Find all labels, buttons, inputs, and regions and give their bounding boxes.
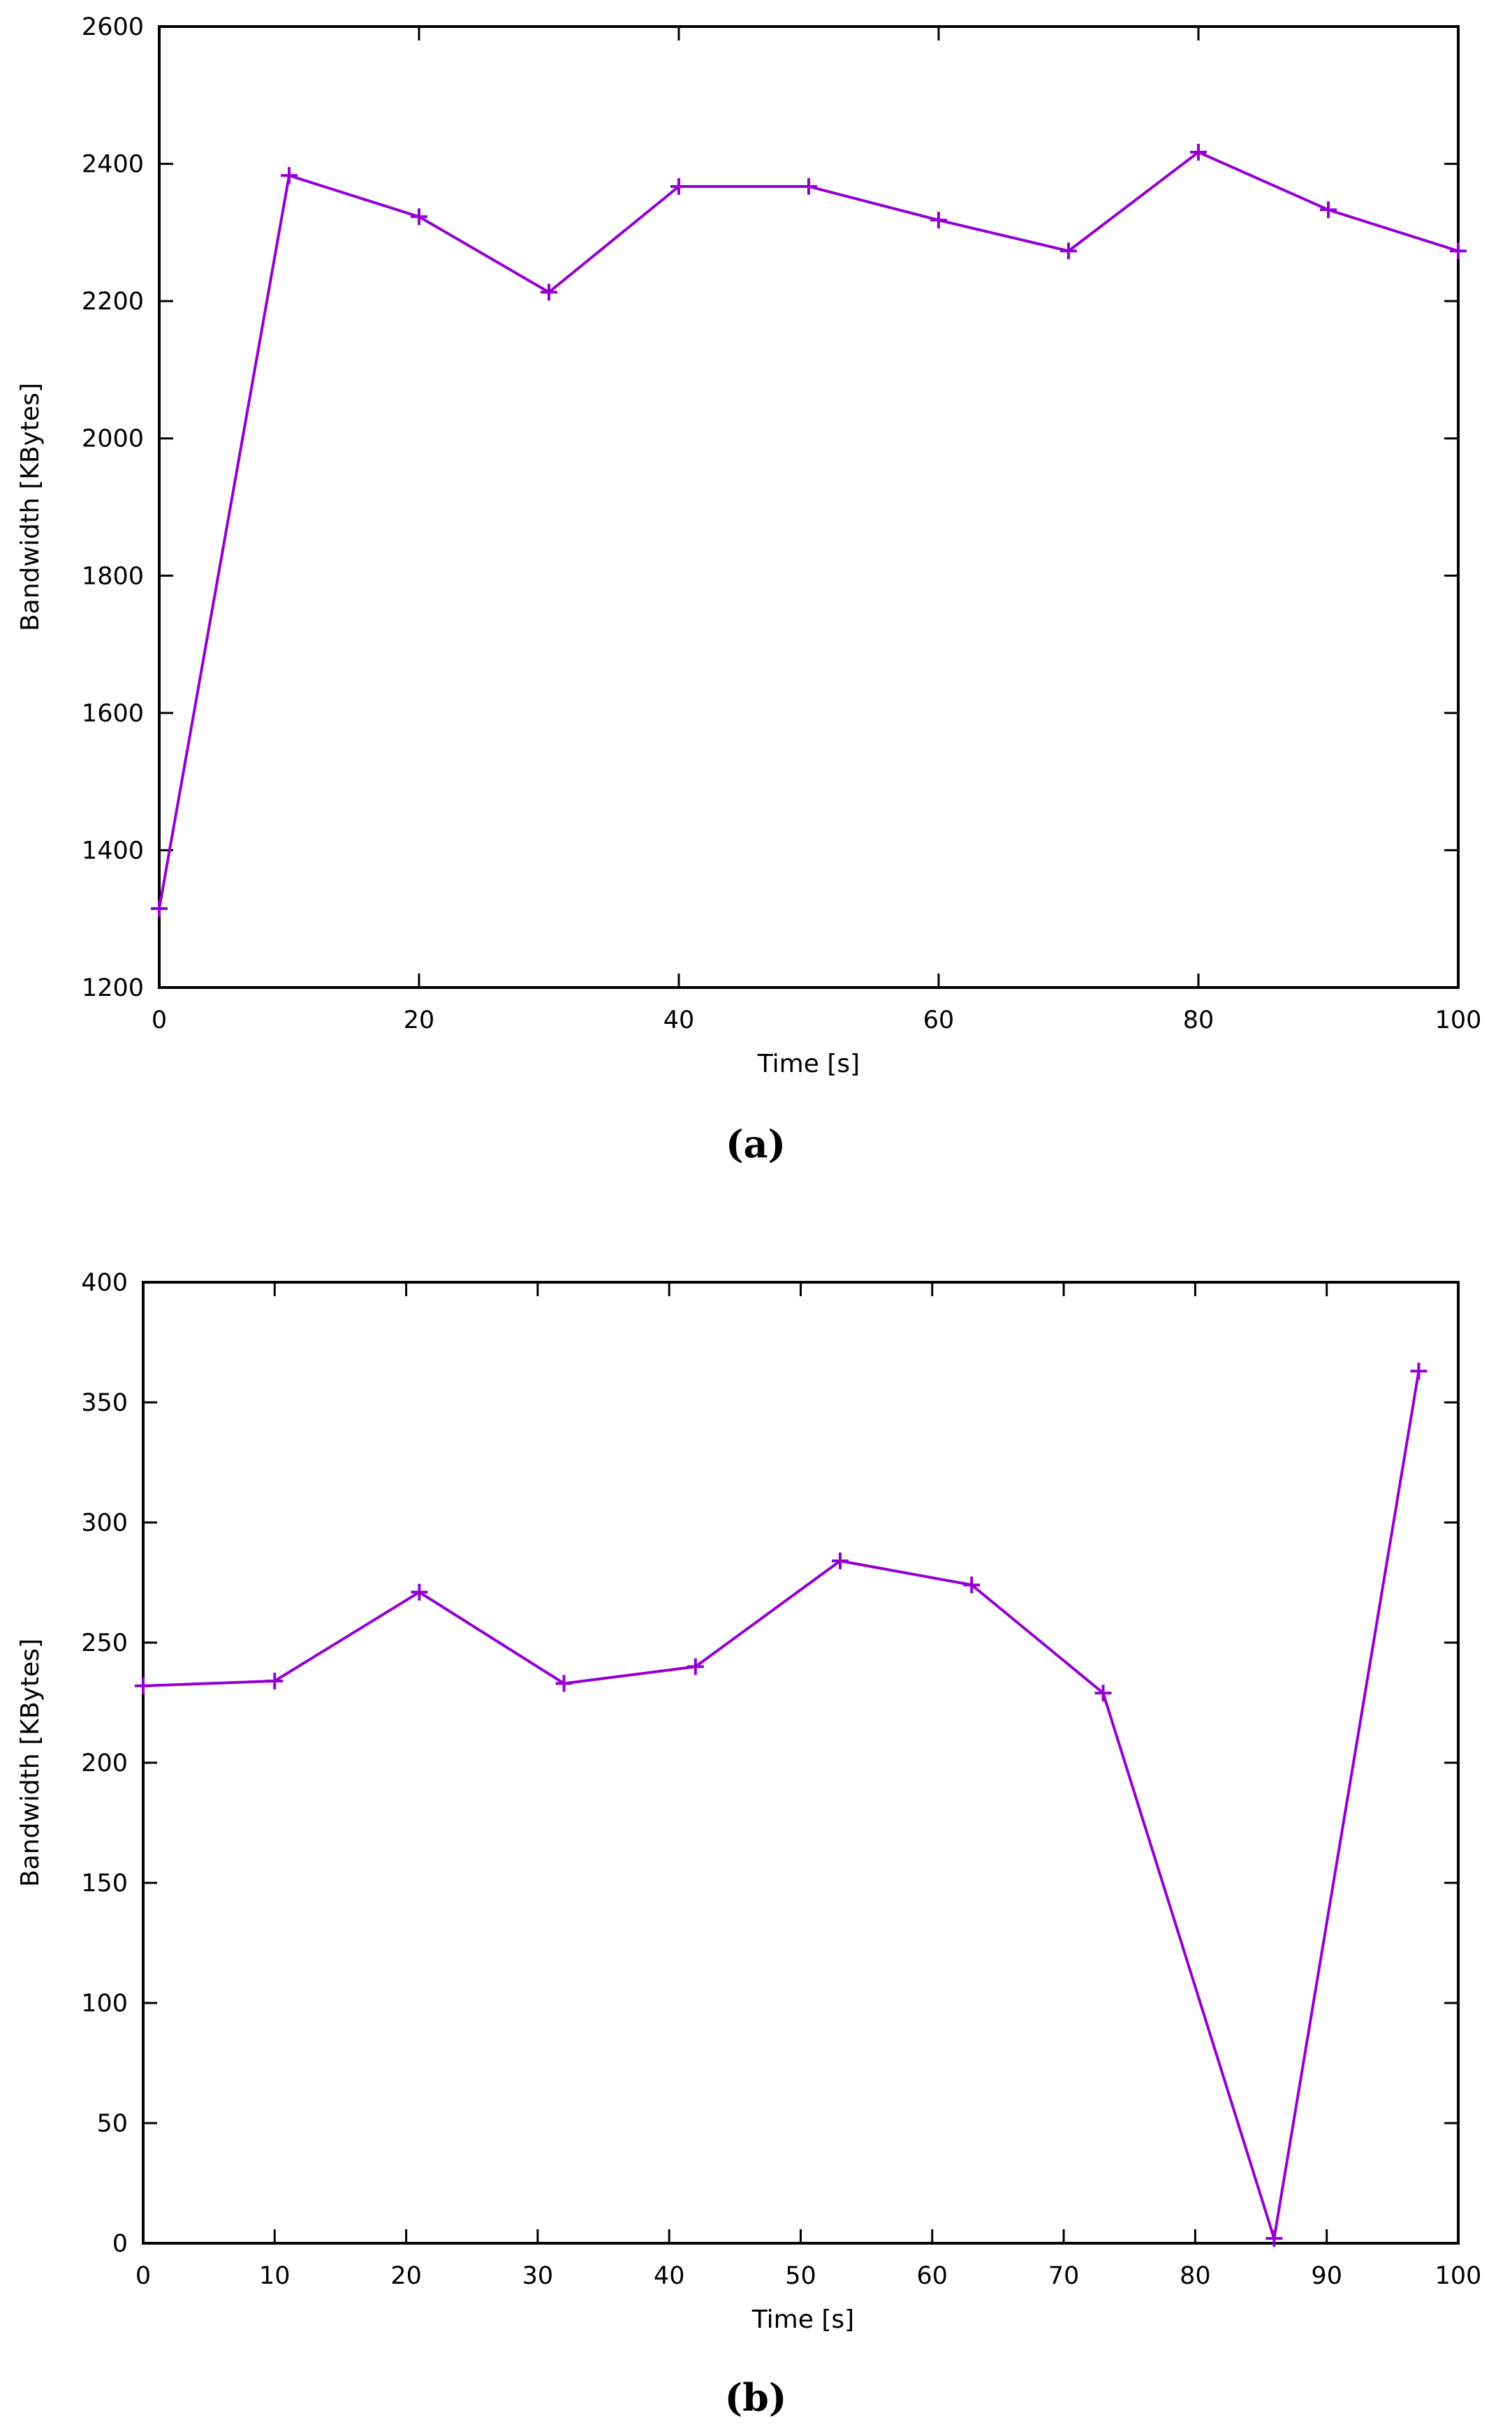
y-tick-label: 400 [81, 1269, 128, 1297]
x-tick-label: 80 [1183, 1006, 1214, 1034]
caption-b: (b) [725, 2375, 787, 2420]
plot-frame-a [158, 25, 1460, 989]
data-point [1320, 201, 1337, 219]
data-point [687, 1658, 704, 1675]
y-tick-label: 100 [81, 1990, 128, 2018]
x-tick-label: 20 [390, 2262, 422, 2290]
data-point [1265, 2230, 1283, 2247]
y-tick-label: 250 [81, 1629, 128, 1657]
x-tick-label: 60 [923, 1006, 955, 1034]
data-point [1094, 1685, 1112, 1702]
plot-frame-b [142, 1281, 1460, 2245]
data-point [555, 1675, 573, 1692]
chart-a: 1200 1400 1600 1800 2000 2200 2400 2600 0 20 40 60… [16, 13, 1481, 1166]
data-point [411, 208, 427, 226]
x-tick-label: 80 [1180, 2262, 1211, 2290]
y-tick-label: 1600 [82, 700, 144, 728]
series-markers-b [135, 1363, 1427, 2247]
x-tick-label: 0 [152, 1006, 167, 1034]
y-tick-label: 300 [81, 1509, 128, 1537]
data-point [831, 1553, 849, 1570]
data-point [1190, 143, 1207, 161]
y-axis-a: 1200 1400 1600 1800 2000 2200 2400 2600 [82, 13, 1458, 1002]
y-tick-label: 0 [112, 2230, 128, 2258]
x-tick-label: 40 [663, 1006, 695, 1034]
y-tick-label: 150 [81, 1870, 128, 1898]
x-axis-label-a: Time [s] [757, 1050, 860, 1078]
data-point [1060, 242, 1077, 260]
x-axis-b: 0 10 20 30 40 50 60 70 80 90 100 [135, 1282, 1482, 2290]
y-tick-label: 1400 [82, 837, 144, 865]
data-point [411, 1583, 428, 1601]
series-markers-a [151, 143, 1467, 917]
x-tick-label: 10 [259, 2262, 291, 2290]
data-point [151, 900, 168, 917]
y-axis-label-b: Bandwidth [KBytes] [16, 1638, 45, 1887]
series-line-a [158, 150, 1459, 909]
x-tick-label: 0 [135, 2262, 151, 2290]
data-point [963, 1576, 981, 1594]
data-point [266, 1673, 284, 1690]
x-tick-label: 50 [785, 2262, 816, 2290]
data-point [135, 1677, 152, 1694]
y-tick-label: 200 [81, 1749, 128, 1777]
x-axis-label-b: Time [s] [751, 2305, 854, 2334]
data-point [1450, 242, 1467, 260]
y-tick-label: 2000 [82, 425, 144, 453]
data-point [800, 178, 817, 196]
y-tick-label: 2600 [82, 13, 144, 41]
x-tick-label: 90 [1311, 2262, 1342, 2290]
y-tick-label: 2200 [82, 288, 144, 316]
series-line-b [142, 1370, 1421, 2239]
x-tick-label: 100 [1435, 1006, 1482, 1034]
x-axis-a: 0 20 40 60 80 100 [152, 27, 1482, 1034]
y-tick-label: 1800 [82, 562, 144, 590]
y-axis-b: 0 50 100 150 200 250 300 350 400 [81, 1269, 1458, 2258]
x-tick-label: 30 [522, 2262, 554, 2290]
y-tick-label: 50 [96, 2110, 128, 2138]
data-point [1410, 1363, 1427, 1380]
x-tick-label: 100 [1435, 2262, 1482, 2290]
data-point [930, 212, 947, 229]
data-point [541, 284, 557, 301]
y-tick-label: 2400 [82, 151, 144, 179]
x-tick-label: 40 [654, 2262, 685, 2290]
x-tick-label: 60 [917, 2262, 948, 2290]
data-point [281, 167, 298, 184]
x-tick-label: 70 [1048, 2262, 1080, 2290]
x-tick-label: 20 [404, 1006, 435, 1034]
y-tick-label: 350 [81, 1389, 128, 1417]
y-axis-label-a: Bandwidth [KBytes] [16, 383, 45, 631]
caption-a: (a) [726, 1122, 786, 1166]
data-point [670, 178, 687, 196]
y-tick-label: 1200 [82, 974, 144, 1002]
chart-b: 0 50 100 150 200 250 300 350 400 0 10 20 30 40 50 60 70… [16, 1269, 1481, 2420]
